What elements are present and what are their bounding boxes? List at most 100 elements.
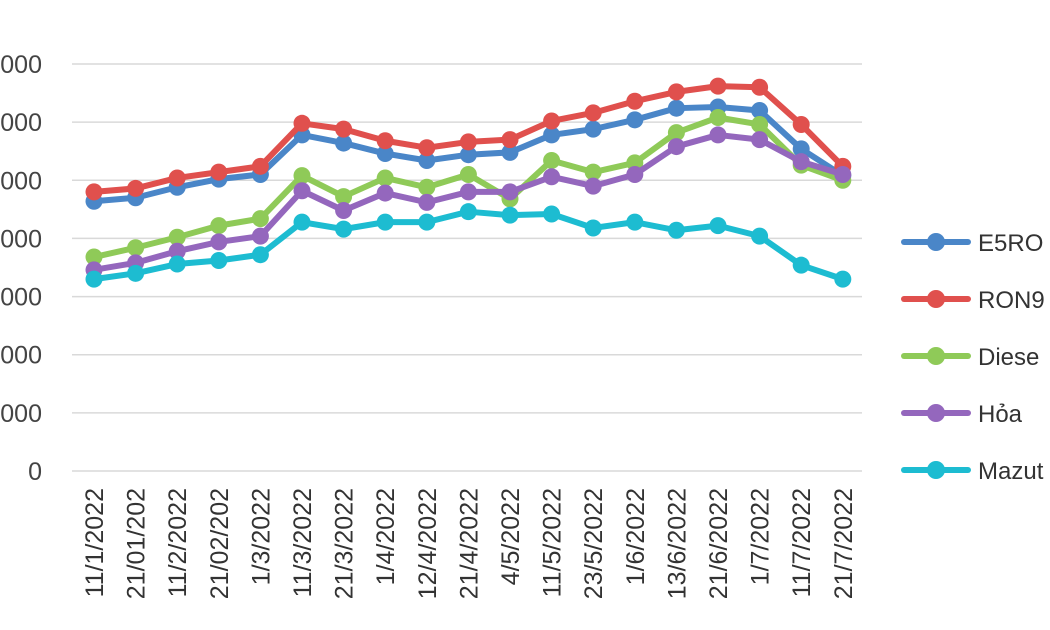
y-tick-label: 000 bbox=[0, 51, 42, 79]
legend-marker bbox=[927, 347, 945, 365]
data-point bbox=[792, 153, 810, 171]
data-point bbox=[376, 145, 394, 163]
legend-label: Hỏa bbox=[978, 401, 1023, 428]
y-tick-label: 000 bbox=[0, 167, 42, 195]
data-point bbox=[210, 252, 228, 270]
data-point bbox=[543, 112, 561, 130]
data-point bbox=[459, 203, 477, 221]
data-point bbox=[501, 206, 519, 224]
data-point bbox=[543, 168, 561, 186]
data-point bbox=[584, 104, 602, 122]
x-tick-label: 12/4/2022 bbox=[414, 488, 442, 599]
data-point bbox=[251, 210, 269, 228]
data-point bbox=[376, 213, 394, 231]
data-point bbox=[543, 152, 561, 170]
data-point bbox=[293, 114, 311, 132]
x-tick-label: 11/7/2022 bbox=[788, 488, 816, 597]
data-point bbox=[751, 227, 769, 245]
data-point bbox=[418, 152, 436, 170]
data-point bbox=[251, 227, 269, 245]
x-tick-label: 11/5/2022 bbox=[539, 488, 567, 597]
data-point bbox=[251, 157, 269, 175]
legend-marker bbox=[927, 461, 945, 479]
data-point bbox=[127, 179, 145, 197]
data-point bbox=[459, 183, 477, 201]
data-point bbox=[584, 120, 602, 138]
y-tick-label: 0 bbox=[28, 458, 42, 486]
data-point bbox=[584, 177, 602, 195]
data-point bbox=[293, 167, 311, 185]
data-point bbox=[792, 140, 810, 158]
gridlines bbox=[72, 63, 862, 472]
x-tick-label: 21/7/2022 bbox=[830, 488, 858, 599]
data-point bbox=[626, 154, 644, 172]
data-point bbox=[418, 193, 436, 211]
data-point bbox=[210, 233, 228, 251]
data-point bbox=[709, 108, 727, 126]
data-point bbox=[127, 239, 145, 257]
data-point bbox=[127, 264, 145, 282]
data-point bbox=[626, 111, 644, 129]
data-point bbox=[168, 169, 186, 187]
legend-item: RON9 bbox=[901, 287, 1045, 314]
data-point bbox=[709, 77, 727, 95]
x-tick-label: 21/6/2022 bbox=[705, 488, 733, 599]
y-tick-label: 000 bbox=[0, 400, 42, 428]
y-tick-label: 000 bbox=[0, 109, 42, 137]
legend-marker bbox=[927, 290, 945, 308]
x-tick-label: 1/3/2022 bbox=[247, 488, 275, 585]
series-lines bbox=[85, 77, 852, 288]
data-point bbox=[667, 221, 685, 239]
data-point bbox=[667, 83, 685, 101]
data-point bbox=[751, 102, 769, 120]
data-point bbox=[751, 78, 769, 96]
data-point bbox=[501, 183, 519, 201]
legend-label: RON9 bbox=[978, 287, 1045, 314]
data-point bbox=[584, 163, 602, 181]
data-point bbox=[293, 213, 311, 231]
data-point bbox=[168, 255, 186, 273]
x-axis: 11/1/2022 21/01/202 11/2/2022 21/02/202 1/3/… bbox=[81, 488, 858, 599]
data-point bbox=[418, 178, 436, 196]
data-point bbox=[459, 146, 477, 164]
data-point bbox=[335, 202, 353, 220]
x-tick-label: 1/4/2022 bbox=[372, 488, 400, 585]
data-point bbox=[584, 219, 602, 237]
data-point bbox=[751, 131, 769, 149]
data-point bbox=[626, 92, 644, 110]
x-tick-label: 21/4/2022 bbox=[455, 488, 483, 599]
data-point bbox=[501, 131, 519, 149]
data-point bbox=[335, 220, 353, 238]
x-tick-label: 4/5/2022 bbox=[497, 488, 525, 585]
data-point bbox=[251, 246, 269, 264]
x-tick-label: 11/3/2022 bbox=[289, 488, 317, 597]
x-tick-label: 21/02/202 bbox=[206, 488, 234, 599]
data-point bbox=[459, 165, 477, 183]
data-point bbox=[85, 270, 103, 288]
legend-item: Mazut bbox=[901, 458, 1044, 485]
y-tick-label: 000 bbox=[0, 284, 42, 312]
data-point bbox=[335, 120, 353, 138]
data-point bbox=[418, 213, 436, 231]
data-point bbox=[293, 182, 311, 200]
data-point bbox=[85, 183, 103, 201]
y-tick-label: 000 bbox=[0, 225, 42, 253]
data-point bbox=[834, 270, 852, 288]
data-point bbox=[210, 163, 228, 181]
data-point bbox=[543, 205, 561, 223]
legend-label: Mazut bbox=[978, 458, 1044, 485]
data-point bbox=[834, 165, 852, 183]
legend-marker bbox=[927, 233, 945, 251]
legend-item: Diese bbox=[901, 344, 1039, 371]
series-mazut bbox=[85, 203, 852, 288]
data-point bbox=[792, 115, 810, 133]
x-tick-label: 13/6/2022 bbox=[663, 488, 691, 599]
data-point bbox=[626, 213, 644, 231]
legend-item: Hỏa bbox=[901, 401, 1023, 428]
x-tick-label: 21/3/2022 bbox=[331, 488, 359, 599]
y-tick-label: 000 bbox=[0, 342, 42, 370]
data-point bbox=[792, 256, 810, 274]
data-point bbox=[459, 133, 477, 151]
